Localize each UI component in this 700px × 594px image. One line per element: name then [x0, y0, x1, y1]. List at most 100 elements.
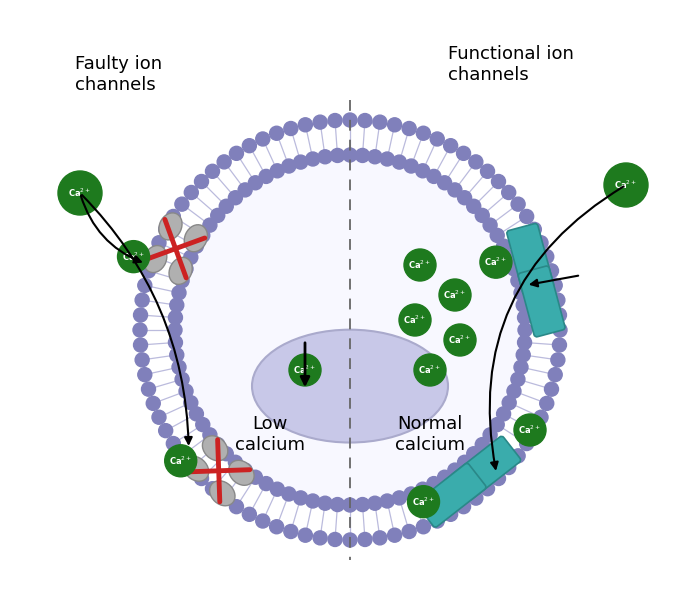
- Circle shape: [343, 498, 357, 512]
- Text: Ca$^{2+}$: Ca$^{2+}$: [615, 179, 638, 191]
- Text: Ca$^{2+}$: Ca$^{2+}$: [519, 424, 542, 436]
- Circle shape: [175, 372, 189, 386]
- Circle shape: [138, 279, 152, 292]
- Circle shape: [238, 183, 252, 197]
- Circle shape: [534, 236, 548, 249]
- Circle shape: [306, 152, 320, 166]
- Ellipse shape: [169, 257, 192, 285]
- Circle shape: [217, 491, 231, 505]
- Circle shape: [553, 323, 567, 337]
- Circle shape: [373, 115, 387, 129]
- Circle shape: [170, 298, 184, 312]
- Text: Ca$^{2+}$: Ca$^{2+}$: [449, 334, 472, 346]
- Circle shape: [328, 532, 342, 546]
- Circle shape: [175, 274, 189, 287]
- Circle shape: [502, 250, 516, 264]
- Circle shape: [490, 228, 504, 242]
- Circle shape: [480, 246, 512, 278]
- Circle shape: [480, 165, 494, 178]
- Circle shape: [259, 476, 273, 491]
- Text: Normal
calcium: Normal calcium: [395, 415, 465, 454]
- Circle shape: [146, 396, 160, 410]
- FancyBboxPatch shape: [518, 266, 565, 337]
- Circle shape: [516, 298, 530, 312]
- Circle shape: [152, 410, 166, 424]
- Text: Faulty ion
channels: Faulty ion channels: [75, 55, 162, 94]
- Circle shape: [328, 113, 342, 128]
- Circle shape: [502, 460, 516, 475]
- Text: Ca$^{2+}$: Ca$^{2+}$: [122, 251, 145, 263]
- Circle shape: [184, 185, 198, 200]
- Circle shape: [444, 138, 458, 153]
- Circle shape: [427, 476, 441, 491]
- Circle shape: [368, 150, 382, 164]
- Circle shape: [511, 197, 525, 211]
- Circle shape: [242, 507, 256, 522]
- Circle shape: [248, 176, 262, 189]
- Circle shape: [228, 191, 242, 205]
- Ellipse shape: [159, 213, 182, 240]
- Circle shape: [519, 437, 533, 450]
- Circle shape: [458, 191, 472, 205]
- Circle shape: [270, 164, 284, 178]
- Circle shape: [179, 262, 193, 276]
- Circle shape: [368, 496, 382, 510]
- Text: Ca$^{2+}$: Ca$^{2+}$: [419, 364, 442, 376]
- Circle shape: [190, 407, 204, 421]
- Circle shape: [467, 447, 481, 461]
- Circle shape: [438, 176, 452, 189]
- Circle shape: [511, 449, 525, 463]
- Circle shape: [172, 286, 186, 300]
- Circle shape: [343, 148, 357, 162]
- Circle shape: [330, 148, 344, 162]
- Circle shape: [527, 222, 541, 236]
- Circle shape: [135, 353, 149, 367]
- Circle shape: [388, 118, 402, 132]
- Circle shape: [507, 384, 521, 398]
- Circle shape: [416, 482, 430, 496]
- Text: Ca$^{2+}$: Ca$^{2+}$: [443, 289, 467, 301]
- Circle shape: [545, 264, 559, 278]
- Circle shape: [604, 163, 648, 207]
- Text: Ca$^{2+}$: Ca$^{2+}$: [408, 259, 432, 271]
- Circle shape: [159, 424, 173, 438]
- Ellipse shape: [144, 245, 167, 273]
- Ellipse shape: [229, 460, 254, 485]
- Circle shape: [248, 470, 262, 484]
- Text: Ca$^{2+}$: Ca$^{2+}$: [412, 495, 435, 508]
- Ellipse shape: [252, 330, 448, 443]
- Circle shape: [458, 455, 472, 469]
- Circle shape: [230, 500, 244, 514]
- Circle shape: [195, 472, 209, 485]
- Circle shape: [518, 323, 532, 337]
- Circle shape: [392, 155, 406, 169]
- Circle shape: [496, 407, 510, 421]
- Circle shape: [175, 449, 189, 463]
- Circle shape: [519, 210, 533, 223]
- Circle shape: [404, 249, 436, 281]
- Circle shape: [480, 482, 494, 496]
- Circle shape: [483, 218, 497, 232]
- Circle shape: [392, 491, 406, 505]
- Circle shape: [404, 487, 418, 501]
- Circle shape: [475, 438, 489, 451]
- Circle shape: [203, 218, 217, 232]
- Circle shape: [138, 368, 152, 381]
- Circle shape: [256, 514, 270, 528]
- Circle shape: [527, 424, 541, 438]
- Circle shape: [242, 138, 256, 153]
- Circle shape: [552, 338, 566, 352]
- Circle shape: [217, 155, 231, 169]
- Circle shape: [134, 308, 148, 322]
- Circle shape: [475, 208, 489, 222]
- Circle shape: [414, 354, 446, 386]
- Circle shape: [502, 396, 516, 410]
- Circle shape: [439, 279, 471, 311]
- Circle shape: [184, 250, 198, 264]
- Circle shape: [399, 304, 431, 336]
- Circle shape: [545, 382, 559, 396]
- Circle shape: [230, 146, 244, 160]
- Circle shape: [141, 382, 155, 396]
- Circle shape: [407, 486, 440, 518]
- Circle shape: [358, 532, 372, 546]
